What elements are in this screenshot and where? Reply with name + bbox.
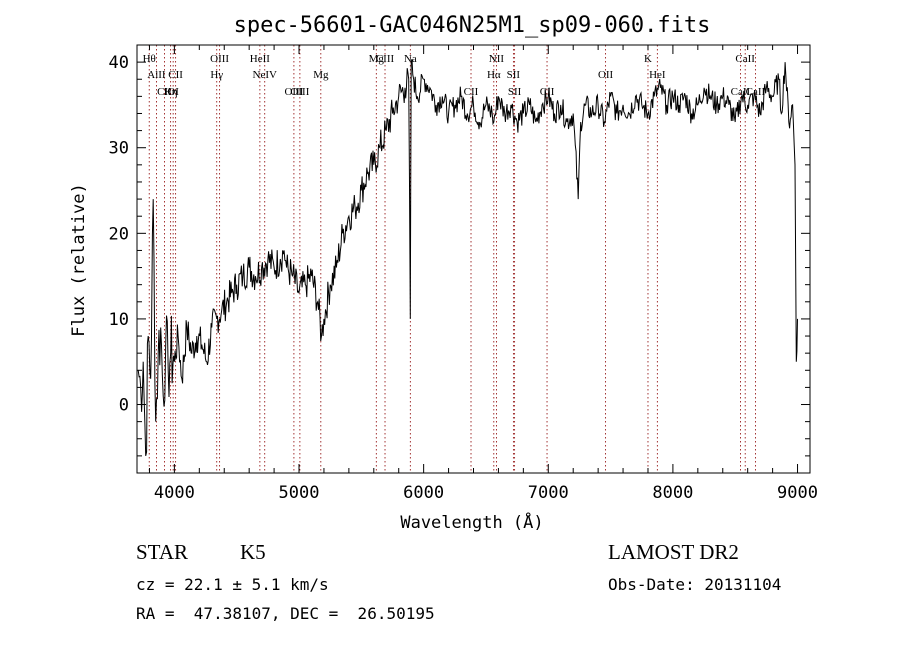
- line-marker-label: OIII: [290, 86, 309, 98]
- x-tick-label: 6000: [403, 483, 444, 503]
- x-axis-label: Wavelength (Å): [400, 511, 543, 533]
- line-marker-label: Mg: [313, 69, 329, 81]
- spectral-class: STAR: [136, 540, 188, 564]
- spectrum-series-line: [137, 58, 798, 457]
- line-marker-label: Mg: [369, 53, 385, 65]
- line-marker-label: OIII: [284, 86, 303, 98]
- x-axis-ticks: 4000 5000 6000 7000 8000 9000: [148, 45, 818, 503]
- x-tick-label: 5000: [279, 483, 320, 503]
- spectral-subclass: K5: [240, 540, 266, 564]
- emission-line-markers: [148, 45, 756, 473]
- line-marker-label: SII: [508, 86, 522, 98]
- x-tick-label: 9000: [777, 483, 818, 503]
- x-tick-label: 8000: [652, 483, 693, 503]
- y-axis-ticks: 0 10 20 30 40: [109, 44, 810, 474]
- survey-name: LAMOST DR2: [608, 540, 739, 564]
- line-marker-label: K: [644, 53, 652, 65]
- y-tick-label: 40: [109, 53, 129, 73]
- y-axis-label: Flux (relative): [69, 183, 89, 337]
- y-tick-label: 0: [119, 396, 129, 416]
- line-marker-label: CII: [157, 86, 172, 98]
- line-marker-label: OI: [167, 86, 179, 98]
- redshift-cz: cz = 22.1 ± 5.1 km/s: [136, 575, 329, 594]
- ra-dec-coordinates: RA = 47.38107, DEC = 26.50195: [136, 604, 435, 623]
- line-marker-label: CII: [540, 86, 555, 98]
- line-marker-label: Hθ: [143, 53, 156, 65]
- line-marker-label: NII: [489, 53, 505, 65]
- line-marker-label: Hα: [487, 69, 501, 81]
- observation-date: Obs-Date: 20131104: [608, 575, 782, 594]
- x-tick-label: 7000: [528, 483, 569, 503]
- line-marker-label: OIII: [210, 53, 229, 65]
- line-marker-label: Hη: [164, 86, 178, 98]
- x-tick-label: 4000: [154, 483, 195, 503]
- line-marker-label: AlII: [147, 69, 166, 81]
- line-marker-label: CII: [168, 69, 183, 81]
- line-marker-label: Na: [404, 53, 417, 65]
- line-marker-label: SII: [507, 69, 521, 81]
- y-tick-label: 10: [109, 310, 129, 330]
- emission-line-labels: HθAlIICIIHηCIIOIOIIIHγHeIINeIVOIIIOIIIMg…: [143, 53, 766, 98]
- line-marker-label: CaII: [731, 86, 751, 98]
- chart-title: spec-56601-GAC046N25M1_sp09-060.fits: [234, 13, 711, 38]
- line-marker-label: Hγ: [210, 69, 223, 81]
- y-tick-label: 30: [109, 139, 129, 159]
- line-marker-label: CIII: [376, 53, 395, 65]
- y-tick-label: 20: [109, 224, 129, 244]
- line-marker-label: HeI: [649, 69, 666, 81]
- line-marker-label: CaII: [735, 53, 755, 65]
- line-marker-label: CII: [464, 86, 479, 98]
- line-marker-label: HeII: [250, 53, 270, 65]
- line-marker-label: OII: [598, 69, 614, 81]
- line-marker-label: NeIV: [253, 69, 277, 81]
